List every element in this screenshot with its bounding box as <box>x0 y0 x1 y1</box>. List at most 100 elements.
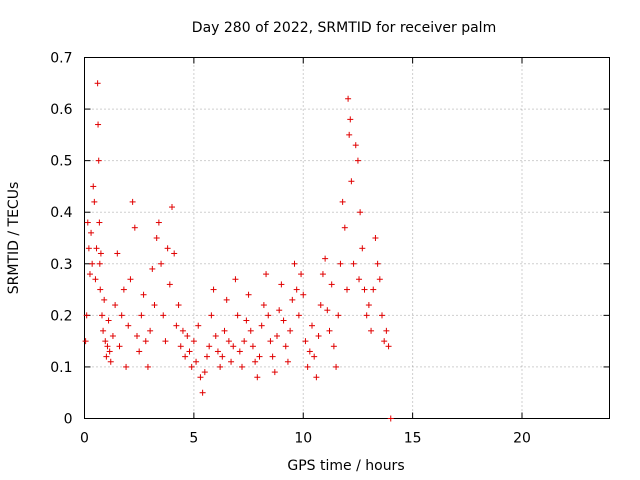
data-point <box>341 224 348 231</box>
data-points <box>82 80 394 422</box>
data-point <box>106 348 113 355</box>
data-point <box>352 142 359 149</box>
data-point <box>160 312 167 319</box>
data-point <box>256 353 263 360</box>
data-point <box>234 312 241 319</box>
data-point <box>177 343 184 350</box>
data-point <box>295 312 302 319</box>
data-point <box>138 312 145 319</box>
data-point <box>225 338 232 345</box>
data-point <box>363 312 370 319</box>
data-point <box>164 245 171 252</box>
data-point <box>324 307 331 314</box>
data-point <box>379 312 385 319</box>
data-point <box>107 358 114 365</box>
data-point <box>129 198 136 205</box>
data-point <box>335 312 342 319</box>
data-point <box>298 271 305 278</box>
data-point <box>260 302 267 309</box>
data-point <box>306 348 313 355</box>
axis-ticks <box>84 57 610 419</box>
data-point <box>89 260 96 267</box>
data-point <box>82 338 89 345</box>
data-point <box>274 332 280 339</box>
chart-title: Day 280 of 2022, SRMTID for receiver pal… <box>192 20 496 36</box>
data-point <box>188 363 195 370</box>
data-point <box>97 250 104 257</box>
x-tick-label: 20 <box>513 431 531 447</box>
data-point <box>90 183 97 190</box>
data-point <box>136 348 143 355</box>
data-point <box>96 260 103 267</box>
data-point <box>359 245 366 252</box>
data-point <box>346 131 353 138</box>
data-point <box>204 353 210 360</box>
data-point <box>158 260 165 267</box>
data-point <box>239 363 245 370</box>
y-tick-label: 0.5 <box>50 154 72 170</box>
data-point <box>173 322 180 329</box>
data-point <box>147 327 154 334</box>
plot-frame <box>84 57 610 419</box>
data-point <box>236 348 243 355</box>
data-point <box>120 286 127 293</box>
data-point <box>112 302 119 309</box>
data-point <box>252 358 259 365</box>
data-point <box>217 363 224 370</box>
data-point <box>102 338 109 345</box>
data-point <box>228 358 235 365</box>
data-point <box>221 327 228 334</box>
data-point <box>374 260 381 267</box>
data-point <box>322 255 329 262</box>
data-point <box>201 369 208 376</box>
data-point <box>190 338 197 345</box>
data-point <box>93 245 100 252</box>
y-axis-title: SRMTID / TECUs <box>6 182 22 295</box>
data-point <box>344 286 350 293</box>
data-point <box>315 332 322 339</box>
data-point <box>271 369 278 376</box>
data-point <box>230 343 237 350</box>
data-point <box>199 389 206 396</box>
data-point <box>300 291 307 298</box>
data-point <box>175 302 182 309</box>
data-point <box>289 296 296 303</box>
data-point <box>95 121 102 128</box>
x-tick-label: 15 <box>404 431 422 447</box>
data-point <box>85 245 92 252</box>
data-point <box>232 276 239 283</box>
data-point <box>140 291 147 298</box>
data-point <box>258 322 265 329</box>
data-point <box>193 358 200 365</box>
data-point <box>309 322 315 329</box>
data-point <box>97 286 104 293</box>
x-axis-title: GPS time / hours <box>287 458 404 474</box>
data-point <box>94 80 101 87</box>
data-point <box>171 250 178 257</box>
y-tick-label: 0.6 <box>50 102 72 118</box>
data-point <box>179 327 186 334</box>
data-point <box>249 343 256 350</box>
data-point <box>104 343 111 350</box>
y-tick-label: 0.7 <box>50 51 72 67</box>
data-point <box>99 312 105 319</box>
data-point <box>348 178 355 185</box>
y-tick-label: 0 <box>64 412 73 428</box>
data-point <box>169 204 175 211</box>
y-tick-labels: 0 0.1 0.2 0.3 0.4 0.5 0.6 0.7 <box>50 51 72 428</box>
data-point <box>153 235 160 241</box>
data-point <box>214 348 221 355</box>
data-point <box>162 338 169 345</box>
data-point <box>247 327 254 334</box>
data-point <box>91 198 98 205</box>
data-point <box>302 338 309 345</box>
data-point <box>103 353 110 360</box>
data-point <box>100 327 107 334</box>
data-point <box>142 338 149 345</box>
data-point <box>182 353 189 360</box>
data-point <box>339 198 346 205</box>
data-point <box>370 286 377 293</box>
x-tick-label: 10 <box>294 431 312 447</box>
data-point <box>83 312 90 319</box>
